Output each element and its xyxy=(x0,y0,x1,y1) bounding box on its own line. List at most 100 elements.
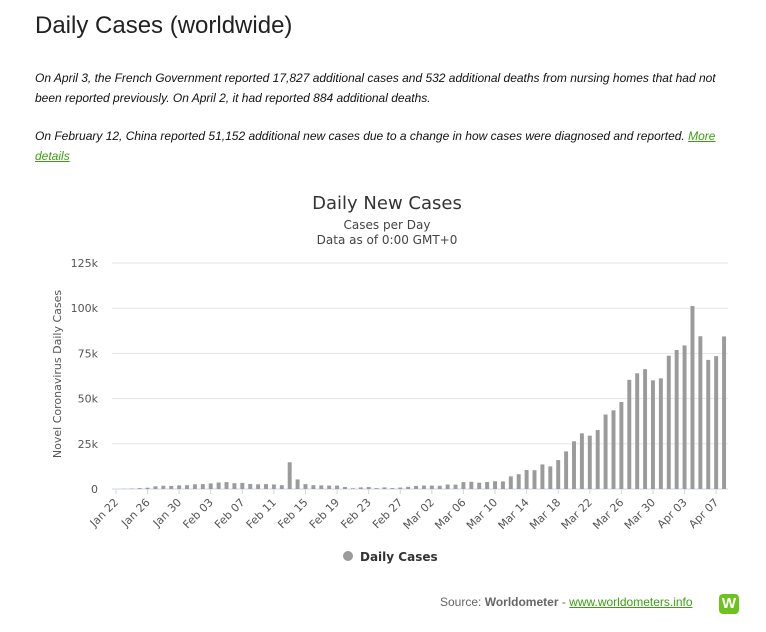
bar-daily-cases[interactable] xyxy=(532,470,537,489)
bar-daily-cases[interactable] xyxy=(374,488,379,489)
x-tick-label: Mar 30 xyxy=(622,496,658,532)
bar-daily-cases[interactable] xyxy=(169,485,174,489)
x-tick-label: Mar 10 xyxy=(464,496,500,532)
bar-daily-cases[interactable] xyxy=(358,487,363,489)
bar-daily-cases[interactable] xyxy=(540,464,545,489)
more-details-link[interactable]: More details xyxy=(35,129,716,163)
bar-daily-cases[interactable] xyxy=(564,451,569,489)
bar-daily-cases[interactable] xyxy=(524,470,529,489)
bar-daily-cases[interactable] xyxy=(224,482,229,489)
bar-daily-cases[interactable] xyxy=(185,485,189,489)
bar-daily-cases[interactable] xyxy=(635,373,640,489)
bar-daily-cases[interactable] xyxy=(619,402,624,489)
bar-daily-cases[interactable] xyxy=(153,486,158,489)
bar-daily-cases[interactable] xyxy=(216,482,221,489)
bar-daily-cases[interactable] xyxy=(611,410,616,489)
bar-daily-cases[interactable] xyxy=(500,481,505,489)
bar-daily-cases[interactable] xyxy=(658,378,663,489)
bar-daily-cases[interactable] xyxy=(256,484,261,489)
bar-daily-cases[interactable] xyxy=(508,476,513,489)
bar-daily-cases[interactable] xyxy=(327,485,332,489)
bar-daily-cases[interactable] xyxy=(587,435,592,489)
bar-daily-cases[interactable] xyxy=(145,487,150,489)
x-tick-label: Feb 19 xyxy=(307,496,342,531)
bar-daily-cases[interactable] xyxy=(572,441,576,489)
y-tick-label: 100k xyxy=(71,302,99,315)
bar-daily-cases[interactable] xyxy=(643,369,648,489)
bar-daily-cases[interactable] xyxy=(477,482,482,489)
bar-daily-cases[interactable] xyxy=(627,379,632,489)
page-title: Daily Cases (worldwide) xyxy=(35,12,293,39)
bar-daily-cases[interactable] xyxy=(453,484,458,489)
bar-daily-cases[interactable] xyxy=(556,460,561,489)
x-tick-label: Apr 07 xyxy=(686,496,721,531)
bar-daily-cases[interactable] xyxy=(343,487,347,489)
bar-daily-cases[interactable] xyxy=(421,485,426,489)
y-tick-label: 0 xyxy=(91,483,98,496)
bar-daily-cases[interactable] xyxy=(311,485,316,489)
worldometer-logo[interactable]: W xyxy=(719,594,739,614)
bar-daily-cases[interactable] xyxy=(714,356,719,489)
bar-daily-cases[interactable] xyxy=(161,485,166,489)
bar-daily-cases[interactable] xyxy=(698,336,703,489)
x-tick-label: Feb 15 xyxy=(275,496,310,531)
bar-daily-cases[interactable] xyxy=(366,487,371,489)
bar-daily-cases[interactable] xyxy=(200,484,205,489)
bar-daily-cases[interactable] xyxy=(690,306,695,489)
bar-daily-cases[interactable] xyxy=(437,485,442,489)
source-footer: Source: Worldometer - www.worldometers.i… xyxy=(440,595,693,609)
x-tick-label: Jan 26 xyxy=(118,496,152,530)
bar-daily-cases[interactable] xyxy=(682,345,687,489)
source-link[interactable]: www.worldometers.info xyxy=(569,595,693,609)
x-tick-label: Jan 22 xyxy=(87,496,121,530)
bar-daily-cases[interactable] xyxy=(579,433,584,489)
bar-daily-cases[interactable] xyxy=(335,485,340,489)
bar-daily-cases[interactable] xyxy=(406,486,411,489)
bar-daily-cases[interactable] xyxy=(706,359,711,489)
bar-daily-cases[interactable] xyxy=(516,474,521,489)
bar-daily-cases[interactable] xyxy=(240,482,245,489)
bar-daily-cases[interactable] xyxy=(414,485,419,489)
chart-legend[interactable]: Daily Cases xyxy=(343,550,438,564)
bar-daily-cases[interactable] xyxy=(248,483,253,489)
bar-daily-cases[interactable] xyxy=(595,430,600,489)
y-axis-label: Novel Coronavirus Daily Cases xyxy=(51,290,64,458)
bar-daily-cases[interactable] xyxy=(177,485,182,489)
bar-daily-cases[interactable] xyxy=(485,481,490,489)
bar-daily-cases[interactable] xyxy=(232,483,237,489)
bar-daily-cases[interactable] xyxy=(295,479,300,489)
bar-daily-cases[interactable] xyxy=(208,483,213,489)
bar-daily-cases[interactable] xyxy=(137,488,142,489)
source-separator: - xyxy=(558,595,570,609)
bar-daily-cases[interactable] xyxy=(445,484,450,489)
bar-daily-cases[interactable] xyxy=(350,488,355,489)
bar-daily-cases[interactable] xyxy=(303,484,308,489)
daily-cases-chart: Daily New Cases Cases per Day Data as of… xyxy=(51,193,728,564)
bar-daily-cases[interactable] xyxy=(264,484,268,489)
bar-daily-cases[interactable] xyxy=(287,462,292,489)
legend-marker-daily-cases xyxy=(343,551,353,561)
y-tick-label: 50k xyxy=(78,393,99,406)
bar-daily-cases[interactable] xyxy=(651,380,655,489)
bar-daily-cases[interactable] xyxy=(722,336,727,489)
bar-daily-cases[interactable] xyxy=(271,484,276,489)
bar-daily-cases[interactable] xyxy=(390,488,395,489)
bar-daily-cases[interactable] xyxy=(192,484,197,489)
x-tick-label: Mar 06 xyxy=(432,496,468,532)
x-tick-label: Feb 07 xyxy=(212,496,247,531)
bar-daily-cases[interactable] xyxy=(493,481,497,489)
bar-daily-cases[interactable] xyxy=(603,414,608,489)
bar-daily-cases[interactable] xyxy=(279,485,284,489)
bar-daily-cases[interactable] xyxy=(429,485,434,489)
bar-daily-cases[interactable] xyxy=(469,481,474,489)
y-tick-label: 25k xyxy=(78,438,99,451)
y-tick-label: 125k xyxy=(71,257,99,270)
bar-daily-cases[interactable] xyxy=(548,466,553,489)
x-tick-label: Mar 22 xyxy=(559,496,595,532)
bar-daily-cases[interactable] xyxy=(674,349,679,489)
bar-daily-cases[interactable] xyxy=(382,487,387,489)
bar-daily-cases[interactable] xyxy=(398,487,403,489)
bar-daily-cases[interactable] xyxy=(666,355,671,489)
bar-daily-cases[interactable] xyxy=(461,482,466,489)
bar-daily-cases[interactable] xyxy=(319,485,324,489)
